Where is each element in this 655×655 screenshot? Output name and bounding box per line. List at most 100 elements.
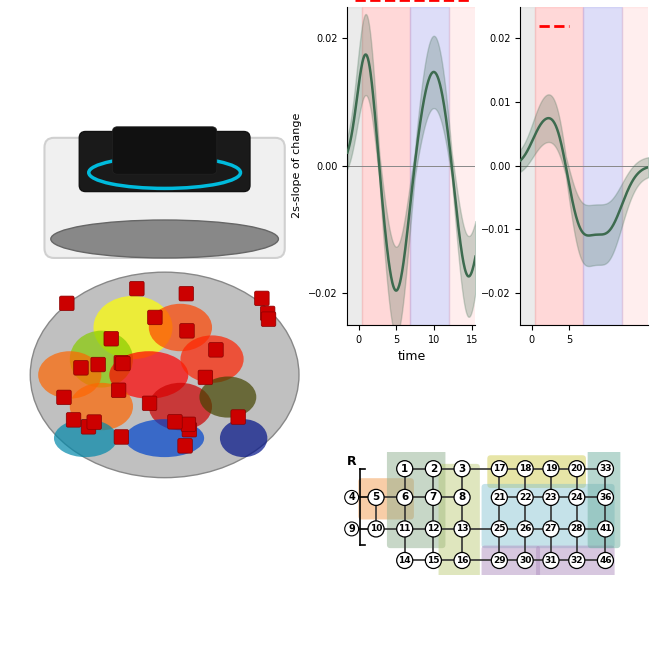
FancyBboxPatch shape	[111, 383, 126, 398]
Circle shape	[597, 521, 614, 537]
FancyBboxPatch shape	[487, 455, 586, 488]
Circle shape	[517, 489, 533, 506]
Circle shape	[397, 489, 413, 506]
Y-axis label: 2s-slope of change: 2s-slope of change	[293, 113, 303, 218]
FancyBboxPatch shape	[81, 420, 96, 434]
Ellipse shape	[70, 383, 133, 430]
Circle shape	[425, 489, 441, 506]
Circle shape	[569, 489, 585, 506]
Circle shape	[517, 552, 533, 569]
Circle shape	[454, 521, 470, 537]
Text: 17: 17	[493, 464, 506, 473]
Bar	[410, 7, 449, 325]
FancyBboxPatch shape	[588, 449, 620, 548]
Circle shape	[517, 521, 533, 537]
FancyBboxPatch shape	[178, 439, 193, 453]
FancyBboxPatch shape	[168, 415, 182, 429]
Text: 18: 18	[519, 464, 531, 473]
Ellipse shape	[149, 304, 212, 351]
Circle shape	[597, 552, 614, 569]
FancyBboxPatch shape	[104, 331, 119, 346]
Text: R: R	[347, 455, 356, 468]
FancyBboxPatch shape	[387, 449, 445, 548]
FancyBboxPatch shape	[45, 138, 285, 258]
Circle shape	[397, 460, 413, 477]
Text: 33: 33	[599, 464, 612, 473]
Circle shape	[425, 460, 441, 477]
Text: 13: 13	[456, 525, 468, 533]
Text: 6: 6	[401, 493, 408, 502]
Circle shape	[597, 489, 614, 506]
FancyBboxPatch shape	[481, 546, 540, 578]
Text: 24: 24	[571, 493, 583, 502]
Bar	[449, 7, 479, 325]
Text: 20: 20	[571, 464, 583, 473]
FancyBboxPatch shape	[114, 430, 128, 444]
Circle shape	[491, 489, 508, 506]
Circle shape	[569, 521, 585, 537]
Text: 10: 10	[370, 525, 383, 533]
Ellipse shape	[51, 220, 278, 258]
FancyBboxPatch shape	[60, 296, 74, 310]
Text: 9: 9	[348, 524, 355, 534]
Bar	[535, 7, 583, 325]
FancyBboxPatch shape	[481, 484, 614, 548]
Ellipse shape	[30, 272, 299, 477]
Text: 16: 16	[456, 556, 468, 565]
Text: 41: 41	[599, 525, 612, 533]
FancyBboxPatch shape	[198, 370, 213, 384]
Text: 5: 5	[373, 493, 380, 502]
X-axis label: time: time	[398, 350, 426, 363]
FancyBboxPatch shape	[181, 417, 196, 432]
FancyBboxPatch shape	[358, 478, 414, 519]
Circle shape	[368, 521, 384, 537]
Text: 32: 32	[571, 556, 583, 565]
FancyBboxPatch shape	[74, 361, 88, 375]
Ellipse shape	[199, 377, 256, 418]
Circle shape	[397, 521, 413, 537]
Ellipse shape	[70, 331, 133, 388]
Bar	[583, 7, 622, 325]
Bar	[362, 7, 410, 325]
Circle shape	[454, 460, 470, 477]
Circle shape	[491, 460, 508, 477]
FancyBboxPatch shape	[439, 464, 480, 578]
FancyBboxPatch shape	[261, 312, 276, 326]
Text: 4: 4	[348, 493, 355, 502]
Ellipse shape	[109, 351, 189, 399]
Circle shape	[569, 460, 585, 477]
Text: 29: 29	[493, 556, 506, 565]
FancyBboxPatch shape	[87, 415, 102, 429]
Circle shape	[543, 552, 559, 569]
Bar	[517, 7, 535, 325]
Circle shape	[491, 552, 508, 569]
Text: 46: 46	[599, 556, 612, 565]
FancyBboxPatch shape	[91, 357, 105, 372]
Text: 25: 25	[493, 525, 506, 533]
FancyBboxPatch shape	[179, 286, 193, 301]
Text: 28: 28	[571, 525, 583, 533]
Text: 26: 26	[519, 525, 531, 533]
Circle shape	[425, 552, 441, 569]
FancyBboxPatch shape	[255, 291, 269, 306]
Text: 19: 19	[545, 464, 557, 473]
FancyBboxPatch shape	[147, 310, 162, 325]
FancyBboxPatch shape	[182, 422, 196, 437]
Text: 12: 12	[427, 525, 440, 533]
Text: 22: 22	[519, 493, 531, 502]
FancyBboxPatch shape	[116, 356, 130, 371]
Circle shape	[543, 521, 559, 537]
Ellipse shape	[125, 419, 204, 457]
Text: 3: 3	[458, 464, 466, 474]
Ellipse shape	[180, 335, 244, 383]
FancyBboxPatch shape	[261, 306, 275, 321]
FancyBboxPatch shape	[66, 413, 81, 427]
Circle shape	[543, 489, 559, 506]
FancyBboxPatch shape	[536, 546, 614, 578]
Text: 2: 2	[430, 464, 437, 474]
FancyBboxPatch shape	[142, 396, 157, 411]
FancyBboxPatch shape	[209, 343, 223, 357]
Ellipse shape	[94, 296, 172, 359]
Circle shape	[517, 460, 533, 477]
FancyBboxPatch shape	[57, 390, 71, 405]
